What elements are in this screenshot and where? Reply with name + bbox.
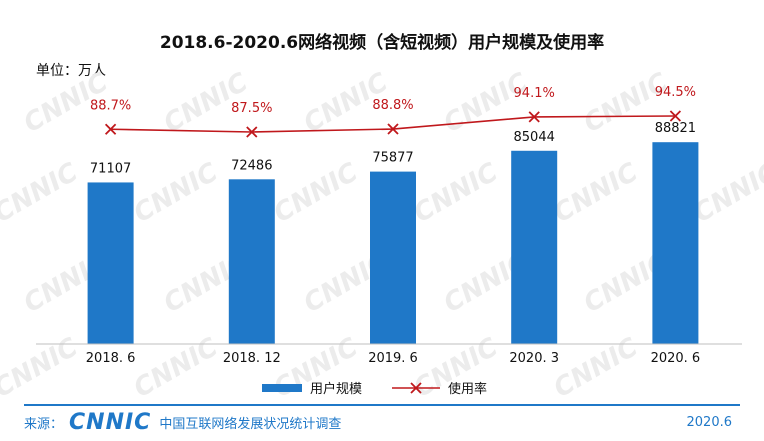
bar bbox=[511, 150, 558, 344]
source-organization: 中国互联网络发展状况统计调查 bbox=[159, 416, 342, 432]
x-tick-label: 2018. 12 bbox=[223, 351, 281, 366]
usage-rate-label: 94.5% bbox=[655, 85, 696, 100]
line-series bbox=[104, 110, 682, 138]
usage-rate-label: 94.1% bbox=[514, 86, 555, 101]
line-value-labels: 88.7% 87.5% 88.8% 94.1% 94.5% bbox=[90, 85, 696, 116]
bar bbox=[228, 179, 275, 344]
legend-bar-swatch bbox=[262, 384, 302, 392]
usage-rate-marker bbox=[387, 123, 399, 135]
usage-rate-marker bbox=[246, 126, 258, 138]
cnnic-logo: CNNIC bbox=[69, 409, 152, 435]
watermark-text: CNNIC bbox=[549, 157, 643, 229]
x-tick-label: 2018. 6 bbox=[86, 351, 136, 366]
bar-value-label: 85044 bbox=[514, 130, 555, 145]
legend-line-label: 使用率 bbox=[448, 381, 487, 397]
usage-rate-marker bbox=[669, 110, 682, 122]
watermark-text: CNNIC bbox=[439, 67, 533, 139]
legend-bar-label: 用户规模 bbox=[310, 381, 362, 397]
bar-value-label: 72486 bbox=[231, 158, 272, 173]
legend: 用户规模 使用率 bbox=[262, 381, 487, 397]
watermark-text: CNNIC bbox=[129, 157, 223, 229]
usage-rate-label: 88.8% bbox=[372, 98, 413, 113]
unit-label: 单位：万人 bbox=[36, 63, 106, 79]
watermark-text: CNNIC bbox=[0, 157, 83, 229]
usage-rate-marker bbox=[104, 123, 117, 135]
chart-title: 2018.6-2020.6网络视频（含短视频）用户规模及使用率 bbox=[159, 33, 605, 53]
bar-value-label: 75877 bbox=[372, 151, 413, 166]
watermark-text: CNNIC bbox=[0, 332, 83, 404]
bar-value-labels: 71107 72486 75877 85044 88821 bbox=[90, 121, 696, 176]
x-tick-label: 2019. 6 bbox=[368, 351, 418, 366]
bar-series bbox=[87, 142, 699, 344]
footer-divider bbox=[24, 404, 740, 406]
x-tick-labels: 2018. 6 2018. 12 2019. 6 2020. 3 2020. 6 bbox=[86, 351, 700, 366]
source-label: 来源： bbox=[24, 416, 64, 432]
x-tick-label: 2020. 6 bbox=[651, 351, 701, 366]
usage-rate-label: 88.7% bbox=[90, 98, 131, 113]
usage-rate-label: 87.5% bbox=[231, 101, 272, 116]
watermark-text: CNNIC bbox=[269, 157, 363, 229]
legend-line-marker bbox=[410, 382, 422, 394]
x-tick-label: 2020. 3 bbox=[509, 351, 559, 366]
footer: 来源： CNNIC 中国互联网络发展状况统计调查 2020.6 bbox=[24, 409, 740, 435]
watermark-text: CNNIC bbox=[409, 157, 503, 229]
bar-value-label: 88821 bbox=[655, 121, 696, 136]
watermark-text: CNNIC bbox=[689, 157, 764, 229]
bar bbox=[370, 171, 416, 344]
bar bbox=[87, 182, 134, 344]
watermark-text: CNNIC bbox=[549, 332, 643, 404]
usage-rate-marker bbox=[528, 111, 540, 123]
report-date: 2020.6 bbox=[686, 414, 733, 430]
bar bbox=[652, 142, 699, 344]
bar-value-label: 71107 bbox=[90, 161, 131, 176]
watermark-text: CNNIC bbox=[129, 332, 223, 404]
